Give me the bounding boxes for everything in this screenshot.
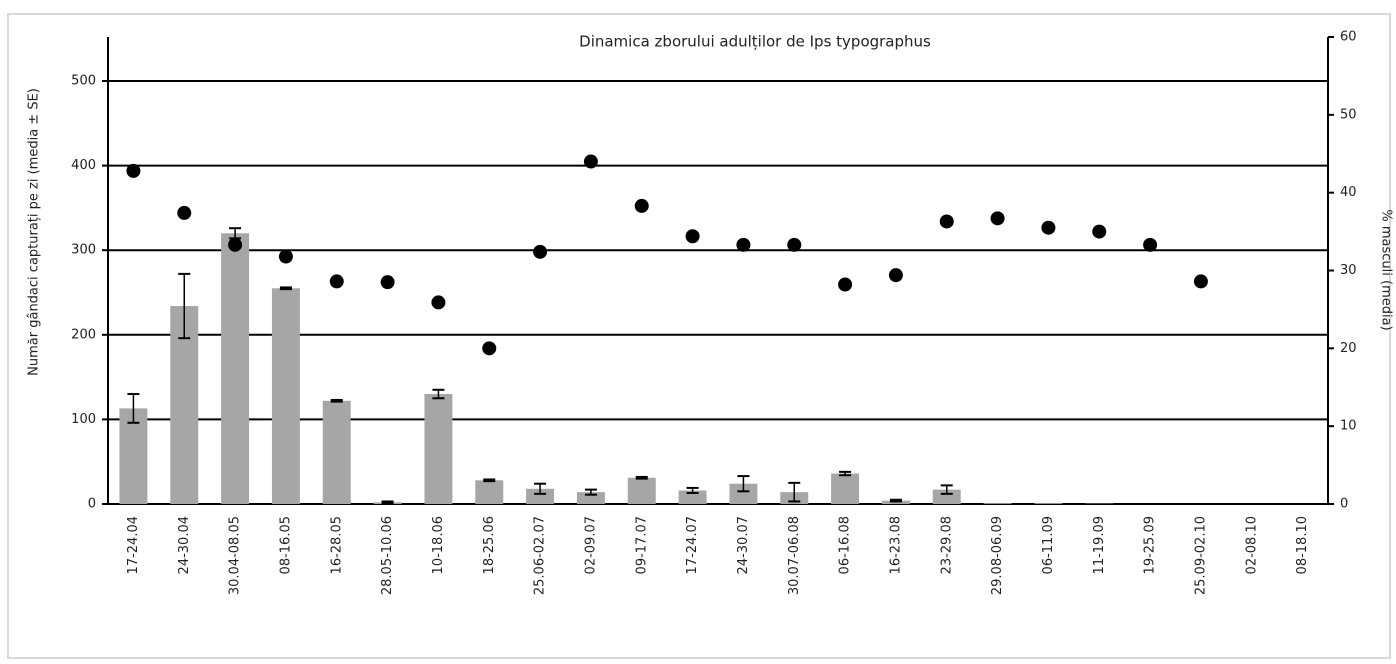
x-tick-label: 09-17.07 [634,516,649,574]
y-tick-label: 100 [71,412,96,427]
point [940,214,954,228]
point [533,245,547,259]
point [177,206,191,220]
point [686,229,700,243]
y-tick-label: 200 [71,327,96,342]
point [228,238,242,252]
point [381,275,395,289]
y-tick-label: 400 [71,158,96,173]
y-tick-label: 0 [88,497,96,512]
x-tick-label: 28.05-10.06 [380,516,395,595]
x-tick-label: 17-24.04 [126,516,141,574]
point [889,268,903,282]
y-tick-label: 300 [71,243,96,258]
y2-tick-label: 10 [1340,419,1357,434]
x-tick-label: 18-25.06 [482,516,497,574]
x-tick-label: 17-24.07 [685,516,700,574]
x-tick-label: 11-19.09 [1092,516,1107,574]
point [838,278,852,292]
point [482,341,496,355]
bar [475,480,503,504]
point [584,155,598,169]
x-tick-label: 10-18.06 [431,516,446,574]
point [991,211,1005,225]
x-tick-label: 24-30.04 [177,516,192,574]
y2-tick-label: 60 [1340,30,1357,45]
x-tick-label: 16-28.05 [329,516,344,574]
point [279,249,293,263]
y2-tick-label: 30 [1340,263,1357,278]
x-tick-label: 02-08.10 [1244,516,1259,574]
x-tick-label: 25.09-02.10 [1193,516,1208,595]
x-tick-label: 02-09.07 [583,516,598,574]
x-tick-label: 24-30.07 [736,516,751,574]
bar [1034,503,1062,504]
point [787,238,801,252]
point [1143,238,1157,252]
y2-tick-label: 40 [1340,185,1357,200]
x-tick-label: 25.06-02.07 [533,516,548,595]
x-tick-label: 30.04-08.05 [228,516,243,595]
x-tick-label: 30.07-06.08 [787,516,802,595]
point [1092,225,1106,239]
point [330,274,344,288]
point [431,295,445,309]
x-tick-label: 23-29.08 [939,516,954,574]
x-tick-label: 29.08-06.09 [990,516,1005,595]
bar [221,233,249,504]
x-tick-label: 06-11.09 [1041,516,1056,574]
x-tick-label: 16-23.08 [888,516,903,574]
bar [984,503,1012,504]
bar [628,478,656,504]
y2-tick-label: 0 [1340,497,1348,512]
point [1041,221,1055,235]
bar [424,394,452,504]
chart-title: Dinamica zborului adulților de Ips typog… [579,33,931,51]
bar [831,474,859,504]
point [635,199,649,213]
point [1194,274,1208,288]
x-tick-label: 08-16.05 [278,516,293,574]
x-tick-label: 08-18.10 [1295,516,1310,574]
y-tick-label: 500 [71,73,96,88]
bar [323,401,351,504]
point [736,238,750,252]
x-tick-label: 06-16.08 [838,516,853,574]
point [126,164,140,178]
bar [272,288,300,504]
y2-tick-label: 50 [1340,107,1357,122]
y2-axis-title: % masculi (media) [1379,209,1394,330]
y-axis-title: Număr gândaci capturați pe zi (media ± S… [27,88,42,376]
x-tick-label: 19-25.09 [1143,516,1158,574]
y2-tick-label: 20 [1340,341,1357,356]
